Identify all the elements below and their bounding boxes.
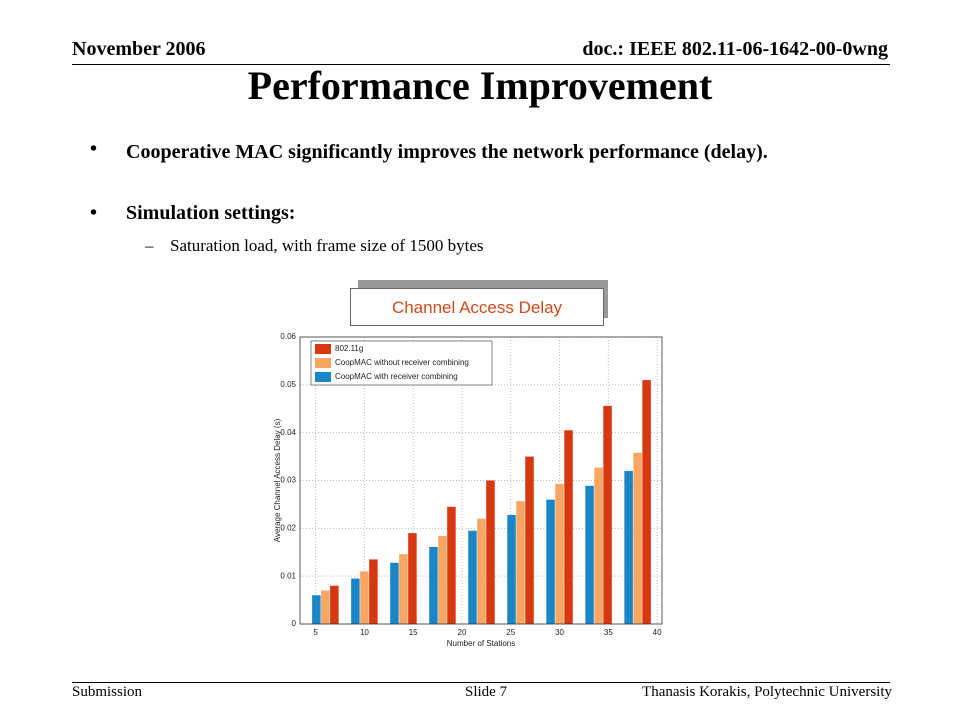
legend-swatch bbox=[315, 372, 331, 382]
sub-bullet-mark: – bbox=[145, 236, 154, 255]
x-tick-label: 20 bbox=[458, 628, 467, 637]
x-tick-label: 40 bbox=[653, 628, 662, 637]
legend-swatch bbox=[315, 344, 331, 354]
legend-swatch bbox=[315, 358, 331, 368]
bullet-mark: • bbox=[90, 138, 98, 160]
bar bbox=[507, 514, 516, 624]
bar bbox=[351, 578, 360, 624]
bar bbox=[408, 533, 417, 624]
y-tick-label: 0.05 bbox=[280, 380, 296, 389]
bar bbox=[525, 456, 534, 624]
bar bbox=[642, 380, 651, 624]
bar bbox=[330, 585, 339, 624]
bullet: Cooperative MAC significantly improves t… bbox=[126, 141, 768, 163]
bar bbox=[633, 452, 642, 624]
bar bbox=[438, 535, 447, 624]
legend-box bbox=[310, 340, 493, 386]
footer-rule bbox=[72, 682, 890, 683]
bar bbox=[468, 530, 477, 624]
bar bbox=[486, 480, 495, 624]
bar bbox=[390, 562, 399, 624]
y-tick-label: 0.02 bbox=[280, 523, 296, 532]
bar bbox=[447, 506, 456, 624]
footer-right: Thanasis Korakis, Polytechnic University bbox=[642, 684, 892, 700]
x-tick-label: 35 bbox=[604, 628, 613, 637]
header-doc: doc.: IEEE 802.11-06-1642-00-0wng bbox=[582, 38, 888, 60]
legend-label: CoopMAC without receiver combining bbox=[335, 358, 469, 367]
header-rule bbox=[72, 64, 890, 65]
x-tick-label: 25 bbox=[506, 628, 515, 637]
sub-bullet: Saturation load, with frame size of 1500… bbox=[170, 236, 484, 255]
x-tick-label: 10 bbox=[360, 628, 369, 637]
y-tick-label: 0.03 bbox=[280, 476, 296, 485]
x-tick-label: 15 bbox=[409, 628, 418, 637]
bullet-mark: • bbox=[90, 202, 98, 224]
bar bbox=[516, 501, 525, 624]
y-tick-label: 0.06 bbox=[280, 332, 296, 341]
y-tick-label: 0.04 bbox=[280, 428, 296, 437]
bar bbox=[360, 571, 369, 624]
bar bbox=[399, 554, 408, 624]
bar bbox=[585, 485, 594, 624]
footer-left: Submission bbox=[72, 684, 143, 700]
x-tick-label: 5 bbox=[313, 628, 318, 637]
plot-frame bbox=[299, 336, 663, 625]
bullet: Simulation settings: bbox=[126, 202, 296, 224]
bar bbox=[555, 483, 564, 624]
y-tick-label: 0 bbox=[292, 619, 297, 628]
bar bbox=[312, 595, 321, 624]
x-axis-label: Number of Stations bbox=[447, 639, 515, 648]
bar bbox=[369, 559, 378, 624]
bar bbox=[321, 590, 330, 624]
bar bbox=[477, 518, 486, 624]
x-tick-label: 30 bbox=[555, 628, 564, 637]
legend-label: CoopMAC with receiver combining bbox=[335, 372, 458, 381]
bar bbox=[624, 470, 633, 624]
y-tick-label: 0.01 bbox=[280, 571, 296, 580]
y-axis-label: Average Channel Access Delay (s) bbox=[273, 418, 282, 542]
bar bbox=[429, 546, 438, 624]
bar bbox=[603, 405, 612, 624]
bar bbox=[546, 499, 555, 624]
callout: Channel Access Delay bbox=[350, 288, 604, 326]
bar bbox=[564, 430, 573, 624]
legend-label: 802.11g bbox=[335, 344, 363, 353]
footer-center: Slide 7 bbox=[465, 684, 508, 700]
slide-title: Performance Improvement bbox=[247, 63, 713, 108]
header-date: November 2006 bbox=[72, 38, 206, 60]
bar bbox=[594, 467, 603, 624]
